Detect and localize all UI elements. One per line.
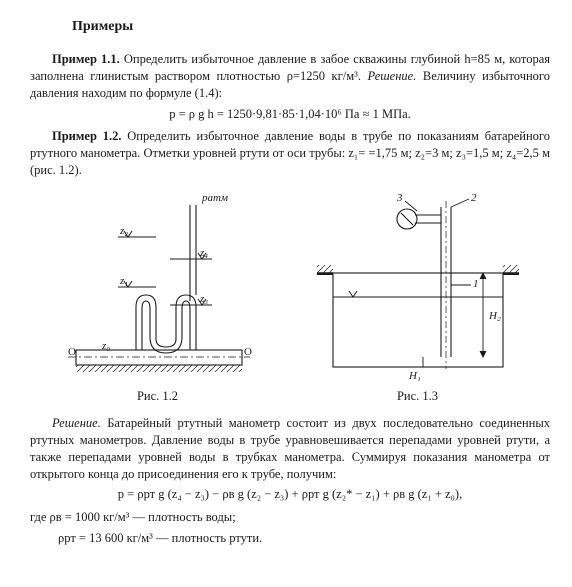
ex1-solution-label: Решение.: [368, 69, 423, 83]
label-H1: H₁: [408, 370, 421, 382]
label-z4: z₄: [199, 247, 208, 259]
label-patm: pатм: [201, 192, 228, 204]
ex1-label: Пример 1.1.: [52, 52, 124, 66]
example2-text: Пример 1.2. Определить избыточное давлен…: [30, 128, 550, 179]
label-2: 2: [471, 192, 477, 204]
where-line2: ρрт = 13 600 кг/м³ — плотность ртути.: [86, 530, 550, 547]
label-O-right: О: [244, 346, 252, 358]
label-z3: z₃: [199, 293, 208, 305]
label-z2: z₂: [119, 225, 128, 237]
label-z1: z₁: [119, 275, 128, 287]
example1-text: Пример 1.1. Определить избыточное давлен…: [30, 51, 550, 102]
label-z0: z₀: [101, 340, 110, 352]
section-heading: Примеры: [72, 18, 550, 37]
label-O-left: О: [68, 346, 76, 358]
formula-1: p = ρ g h = 1250·9,81·85·1,04·10⁶ Па ≈ 1…: [30, 106, 550, 123]
sol2-body: Батарейный ртутный манометр состоит из д…: [30, 416, 550, 481]
figure-1-2-caption: Рис. 1.2: [58, 388, 258, 405]
ex2-label: Пример 1.2.: [52, 129, 127, 143]
figure-1-3-caption: Рис. 1.3: [313, 388, 523, 405]
where-line1: где ρв = 1000 кг/м³ — плотность воды;: [58, 509, 550, 526]
solution2-text: Решение. Батарейный ртутный манометр сос…: [30, 415, 550, 483]
figure-1-2: pатм z₂ z₁ z₄ z₃ z₀ О О Рис. 1.2: [58, 187, 258, 405]
label-1: 1: [473, 278, 479, 290]
figure-1-3: 2 3 1 H₂ H₁ Рис. 1.3: [313, 187, 523, 405]
figures-row: pатм z₂ z₁ z₄ z₃ z₀ О О Рис. 1.2: [30, 187, 550, 405]
label-3: 3: [396, 192, 403, 204]
sol2-label: Решение.: [52, 416, 107, 430]
figure-1-2-svg: pатм z₂ z₁ z₄ z₃ z₀ О О: [58, 187, 258, 382]
formula-2: p = ρрт g (z₄ − z₃) − ρв g (z₂ − z₃) + ρ…: [30, 486, 550, 503]
label-H2: H₂: [488, 310, 501, 322]
figure-1-3-svg: 2 3 1 H₂ H₁: [313, 187, 523, 382]
